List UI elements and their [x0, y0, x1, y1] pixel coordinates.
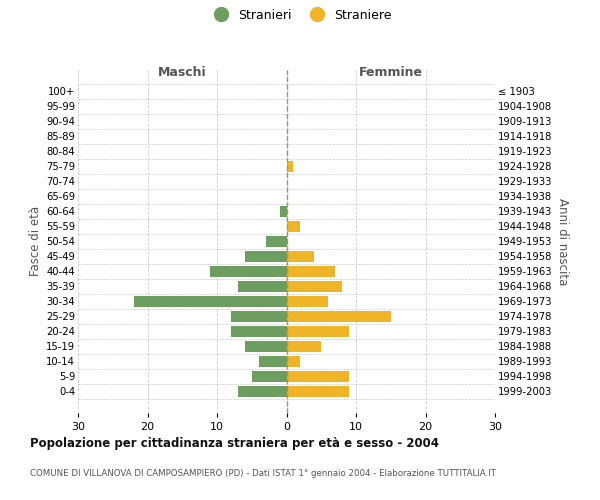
Bar — [266, 236, 287, 247]
Bar — [238, 386, 287, 397]
Text: Femmine: Femmine — [359, 66, 423, 79]
Bar — [231, 310, 287, 322]
Legend: Stranieri, Straniere: Stranieri, Straniere — [206, 6, 394, 24]
Bar — [287, 266, 335, 277]
Bar — [259, 356, 287, 367]
Bar — [287, 310, 391, 322]
Bar — [245, 250, 287, 262]
Bar — [280, 206, 287, 217]
Bar — [245, 340, 287, 352]
Bar — [287, 386, 349, 397]
Y-axis label: Anni di nascita: Anni di nascita — [556, 198, 569, 285]
Text: COMUNE DI VILLANOVA DI CAMPOSAMPIERO (PD) - Dati ISTAT 1° gennaio 2004 - Elabora: COMUNE DI VILLANOVA DI CAMPOSAMPIERO (PD… — [30, 469, 496, 478]
Bar — [287, 296, 328, 307]
Bar — [134, 296, 287, 307]
Text: Popolazione per cittadinanza straniera per età e sesso - 2004: Popolazione per cittadinanza straniera p… — [30, 438, 439, 450]
Bar — [287, 160, 293, 172]
Bar — [287, 326, 349, 337]
Bar — [287, 356, 301, 367]
Bar — [238, 280, 287, 292]
Y-axis label: Fasce di età: Fasce di età — [29, 206, 42, 276]
Bar — [252, 370, 287, 382]
Bar — [231, 326, 287, 337]
Text: Maschi: Maschi — [158, 66, 206, 79]
Bar — [287, 340, 321, 352]
Bar — [287, 220, 301, 232]
Bar — [210, 266, 287, 277]
Bar — [287, 250, 314, 262]
Bar — [287, 370, 349, 382]
Bar — [287, 280, 342, 292]
